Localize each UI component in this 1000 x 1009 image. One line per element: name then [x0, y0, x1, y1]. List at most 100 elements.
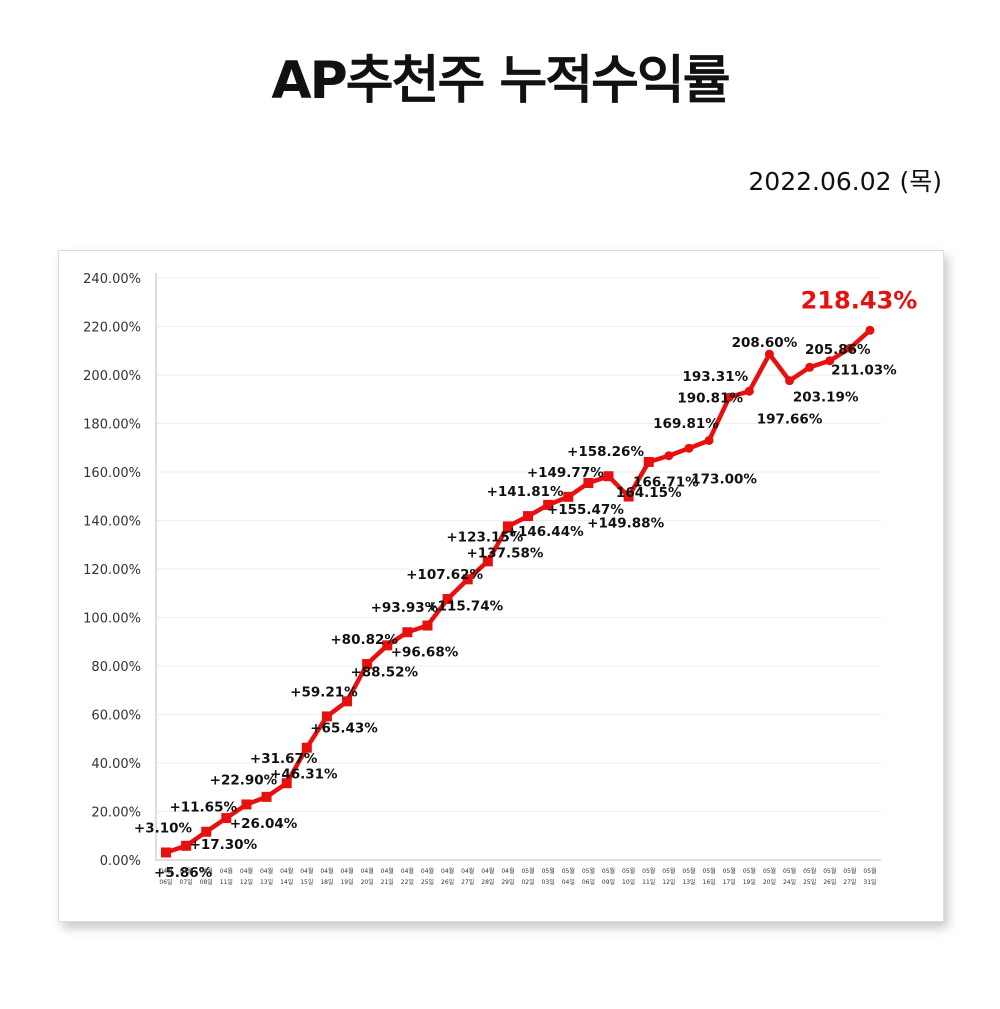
x-tick-day: 16일 — [703, 878, 716, 886]
x-tick-day: 27일 — [843, 878, 856, 886]
x-tick-month: 04월 — [280, 867, 293, 875]
x-tick-month: 05월 — [823, 867, 836, 875]
data-point — [442, 594, 453, 605]
data-label: 203.19% — [793, 389, 859, 405]
data-point — [724, 392, 734, 402]
data-label: +149.77% — [527, 465, 604, 481]
data-point — [281, 778, 292, 789]
data-label: +123.15% — [446, 529, 523, 545]
data-label: +158.26% — [567, 444, 644, 460]
data-point — [221, 813, 232, 824]
x-tick-day: 10일 — [622, 878, 635, 886]
x-tick-day: 03일 — [542, 878, 555, 886]
x-tick-month: 05월 — [542, 867, 555, 875]
data-point — [462, 574, 473, 585]
x-tick-day: 06일 — [159, 878, 172, 886]
x-tick-day: 20일 — [763, 878, 776, 886]
y-tick-label: 60.00% — [91, 709, 141, 724]
data-label: +93.93% — [371, 600, 439, 616]
data-label: 169.81% — [653, 416, 719, 432]
data-label: +115.74% — [426, 598, 503, 614]
data-label-final: 218.43% — [801, 286, 918, 314]
x-tick-day: 13일 — [682, 878, 695, 886]
chart-card: 0.00% 20.00% 40.00% 60.00% 80.00% 100.00% 120.… — [58, 250, 944, 922]
data-point — [422, 620, 433, 631]
x-tick-month: 04월 — [501, 867, 514, 875]
x-tick-month: 05월 — [863, 867, 876, 875]
x-tick-month: 04월 — [361, 867, 374, 875]
data-point — [543, 499, 554, 510]
data-point — [382, 640, 393, 651]
y-tick-label: 200.00% — [83, 369, 141, 384]
data-point — [321, 711, 332, 722]
x-tick-month: 04월 — [240, 867, 253, 875]
x-tick-month: 04월 — [461, 867, 474, 875]
data-point — [785, 376, 795, 386]
data-point — [805, 362, 815, 372]
x-tick-day: 13일 — [260, 878, 273, 886]
x-tick-month: 04월 — [481, 867, 494, 875]
data-label: +5.86% — [154, 865, 213, 881]
data-label: 190.81% — [677, 390, 743, 406]
data-label: +17.30% — [190, 837, 258, 853]
x-tick-day: 31일 — [863, 878, 876, 886]
data-label: +46.31% — [270, 767, 338, 783]
x-tick-month: 05월 — [783, 867, 796, 875]
data-label: +22.90% — [210, 772, 278, 788]
data-point — [201, 826, 212, 837]
x-tick-month: 04월 — [300, 867, 313, 875]
data-point — [865, 325, 875, 335]
x-tick-month: 05월 — [843, 867, 856, 875]
x-tick-month: 04월 — [320, 867, 333, 875]
data-point — [502, 521, 513, 532]
x-tick-month: 05월 — [521, 867, 534, 875]
x-tick-month: 05월 — [602, 867, 615, 875]
x-tick-month: 05월 — [662, 867, 675, 875]
y-tick-label: 240.00% — [83, 272, 141, 287]
report-date: 2022.06.02 (목) — [748, 167, 942, 196]
x-tick-month: 04월 — [220, 867, 233, 875]
x-tick-day: 17일 — [723, 878, 736, 886]
x-tick-day: 24일 — [783, 878, 796, 886]
x-tick-month: 05월 — [763, 867, 776, 875]
data-label: +65.43% — [310, 720, 378, 736]
x-tick-day: 21일 — [381, 878, 394, 886]
x-tick-month: 05월 — [682, 867, 695, 875]
data-point — [643, 456, 654, 467]
data-point — [523, 511, 534, 522]
x-tick-day: 20일 — [361, 878, 374, 886]
data-label: +149.88% — [587, 516, 664, 532]
data-point — [362, 659, 373, 670]
x-tick-month: 04월 — [159, 867, 172, 875]
x-tick-month: 04월 — [200, 867, 213, 875]
x-tick-day: 26일 — [441, 878, 454, 886]
x-tick-month: 05월 — [622, 867, 635, 875]
data-label: 164.15% — [616, 485, 682, 501]
x-tick-month: 05월 — [723, 867, 736, 875]
data-label: 197.66% — [757, 412, 823, 428]
data-label: 205.86% — [805, 342, 871, 358]
x-tick-day: 02일 — [521, 878, 534, 886]
x-tick-month: 04월 — [401, 867, 414, 875]
x-tick-day: 18일 — [320, 878, 333, 886]
data-point — [261, 791, 272, 802]
y-tick-label: 0.00% — [100, 854, 141, 869]
x-tick-month: 04월 — [381, 867, 394, 875]
x-tick-day: 15일 — [300, 878, 313, 886]
y-tick-label: 180.00% — [83, 418, 141, 433]
data-point — [241, 799, 252, 810]
data-label: 211.03% — [831, 362, 897, 378]
x-tick-month: 04월 — [180, 867, 193, 875]
data-label: +96.68% — [391, 645, 459, 661]
data-label: +80.82% — [330, 632, 398, 648]
y-tick-label: 20.00% — [91, 806, 141, 821]
data-point — [583, 477, 594, 488]
data-point — [563, 491, 574, 502]
data-point — [482, 556, 493, 567]
x-tick-day: 11일 — [220, 878, 233, 886]
x-tick-day: 29일 — [501, 878, 514, 886]
x-tick-day: 09일 — [602, 878, 615, 886]
data-point — [744, 386, 754, 396]
data-label: +11.65% — [169, 800, 237, 816]
x-tick-month: 05월 — [562, 867, 575, 875]
